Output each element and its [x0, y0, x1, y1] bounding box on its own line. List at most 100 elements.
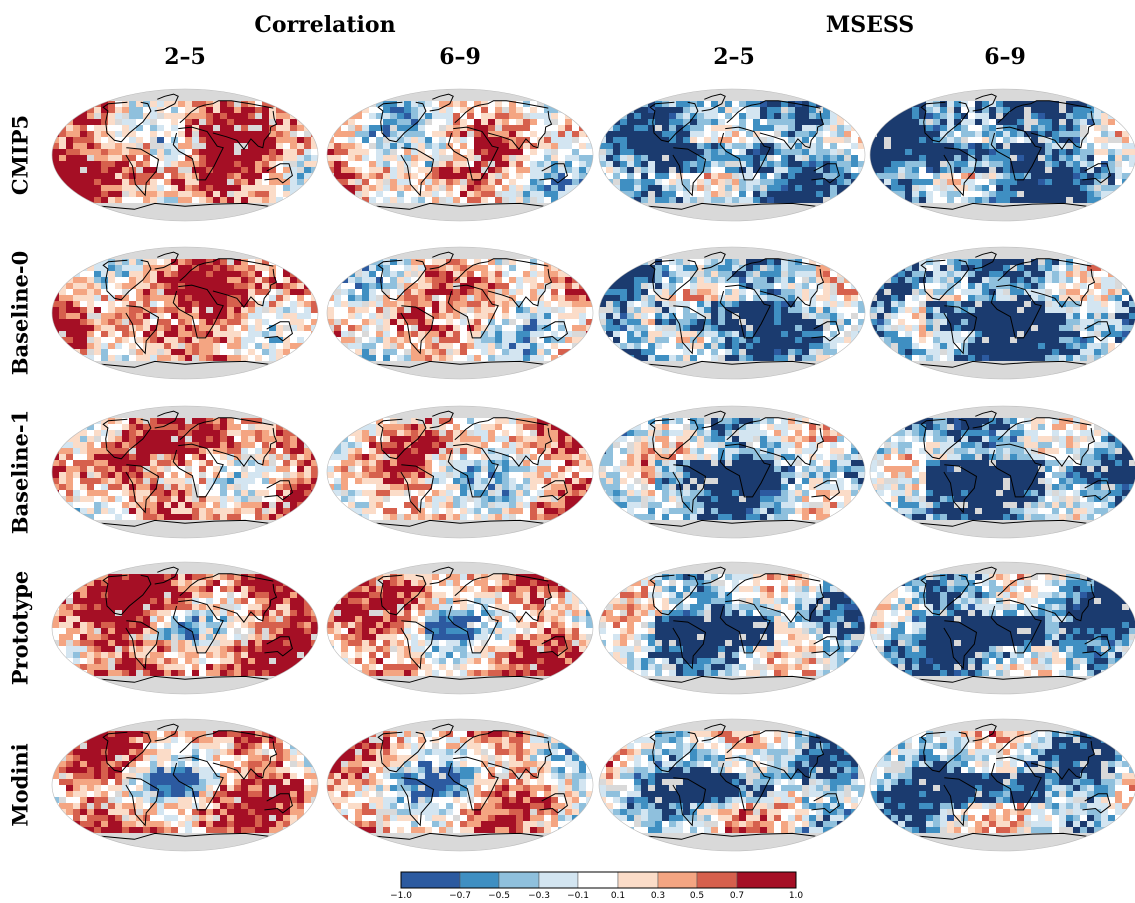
colorbar-tick-label: −0.1: [567, 891, 589, 901]
colorbar-bin-5: [577, 871, 619, 889]
coastline: [101, 723, 293, 840]
group-title-msess: MSESS: [825, 12, 915, 38]
skill-cells: [327, 574, 593, 676]
colorbar-tick-label: −0.7: [449, 891, 471, 901]
skill-cells: [599, 574, 865, 676]
globe-outline: [51, 88, 319, 222]
globe-outline: [51, 718, 319, 852]
coastline: [648, 410, 840, 527]
colorbar-bin-3: [498, 871, 540, 889]
globe-outline: [51, 246, 319, 380]
coastline: [919, 251, 1111, 368]
skill-cells: [599, 259, 865, 361]
globe-outline: [326, 246, 594, 380]
coastline: [101, 251, 293, 368]
coastline: [101, 93, 293, 210]
globe-outline: [598, 246, 866, 380]
map-panel-3-4: [869, 405, 1135, 539]
globe-outline: [869, 718, 1135, 852]
map-panel-1-2: [326, 88, 594, 222]
map-panel-2-2: [326, 246, 594, 380]
map-panel-1-4: [869, 88, 1135, 222]
coastline: [376, 566, 568, 683]
colorbar-tick-label: −0.3: [528, 891, 550, 901]
colorbar-tick-label: 0.3: [650, 891, 666, 901]
skill-cells: [52, 574, 318, 676]
skill-cells: [870, 731, 1135, 833]
colorbar-tick-label: 1.0: [788, 891, 804, 901]
skill-cells: [599, 101, 865, 203]
colorbar-bin-1: [400, 871, 461, 889]
map-panel-2-4: [869, 246, 1135, 380]
coastline: [919, 410, 1111, 527]
globe-outline: [326, 718, 594, 852]
colorbar-tick-label: −0.5: [488, 891, 510, 901]
globe-outline: [326, 561, 594, 695]
skill-cells: [52, 259, 318, 361]
map-panel-5-3: [598, 718, 866, 852]
colorbar-bin-9: [736, 871, 797, 889]
colorbar-bin-4: [538, 871, 579, 889]
skill-cells: [52, 731, 318, 833]
globe-outline: [869, 88, 1135, 222]
map-panel-1-1: [51, 88, 319, 222]
coastline: [919, 566, 1111, 683]
coastline: [648, 723, 840, 840]
skill-cells: [52, 101, 318, 203]
skill-cells: [52, 418, 318, 520]
colorbar-bin-2: [459, 871, 500, 889]
coastline: [376, 251, 568, 368]
map-panel-4-2: [326, 561, 594, 695]
globe-outline: [598, 88, 866, 222]
coastline: [919, 93, 1111, 210]
column-title-3: 2–5: [713, 44, 755, 70]
colorbar-bin-8: [696, 871, 738, 889]
coastline: [648, 566, 840, 683]
coastline: [101, 566, 293, 683]
map-panel-5-1: [51, 718, 319, 852]
map-panel-5-2: [326, 718, 594, 852]
map-panel-3-1: [51, 405, 319, 539]
globe-outline: [598, 718, 866, 852]
colorbar-tick-label: 0.1: [610, 891, 626, 901]
skill-cells: [599, 418, 865, 520]
globe-outline: [869, 561, 1135, 695]
colorbar-bin-6: [617, 871, 659, 889]
coastline: [101, 410, 293, 527]
skill-cells: [327, 731, 593, 833]
globe-outline: [51, 561, 319, 695]
skill-cells: [327, 418, 593, 520]
globe-outline: [869, 246, 1135, 380]
map-panel-4-4: [869, 561, 1135, 695]
map-panel-2-1: [51, 246, 319, 380]
colorbar-tick-label: −1.0: [390, 891, 412, 901]
map-panel-3-3: [598, 405, 866, 539]
globe-outline: [326, 405, 594, 539]
map-panel-1-3: [598, 88, 866, 222]
colorbar: [400, 871, 797, 889]
map-panel-5-4: [869, 718, 1135, 852]
globe-outline: [598, 561, 866, 695]
column-title-2: 6–9: [439, 44, 481, 70]
map-panel-2-3: [598, 246, 866, 380]
coastline: [376, 410, 568, 527]
skill-cells: [870, 574, 1135, 676]
globe-outline: [326, 88, 594, 222]
skill-cells: [870, 418, 1135, 520]
colorbar-tick-label: 0.7: [729, 891, 745, 901]
map-panel-4-3: [598, 561, 866, 695]
colorbar-tick-label: 0.5: [689, 891, 705, 901]
globe-outline: [598, 405, 866, 539]
globe-outline: [51, 405, 319, 539]
coastline: [376, 93, 568, 210]
column-title-4: 6–9: [984, 44, 1026, 70]
column-title-1: 2–5: [164, 44, 206, 70]
map-panel-3-2: [326, 405, 594, 539]
coastline: [919, 723, 1111, 840]
coastline: [648, 93, 840, 210]
coastline: [648, 251, 840, 368]
skill-cells: [870, 259, 1135, 361]
group-title-correlation: Correlation: [254, 12, 396, 38]
globe-outline: [869, 405, 1135, 539]
